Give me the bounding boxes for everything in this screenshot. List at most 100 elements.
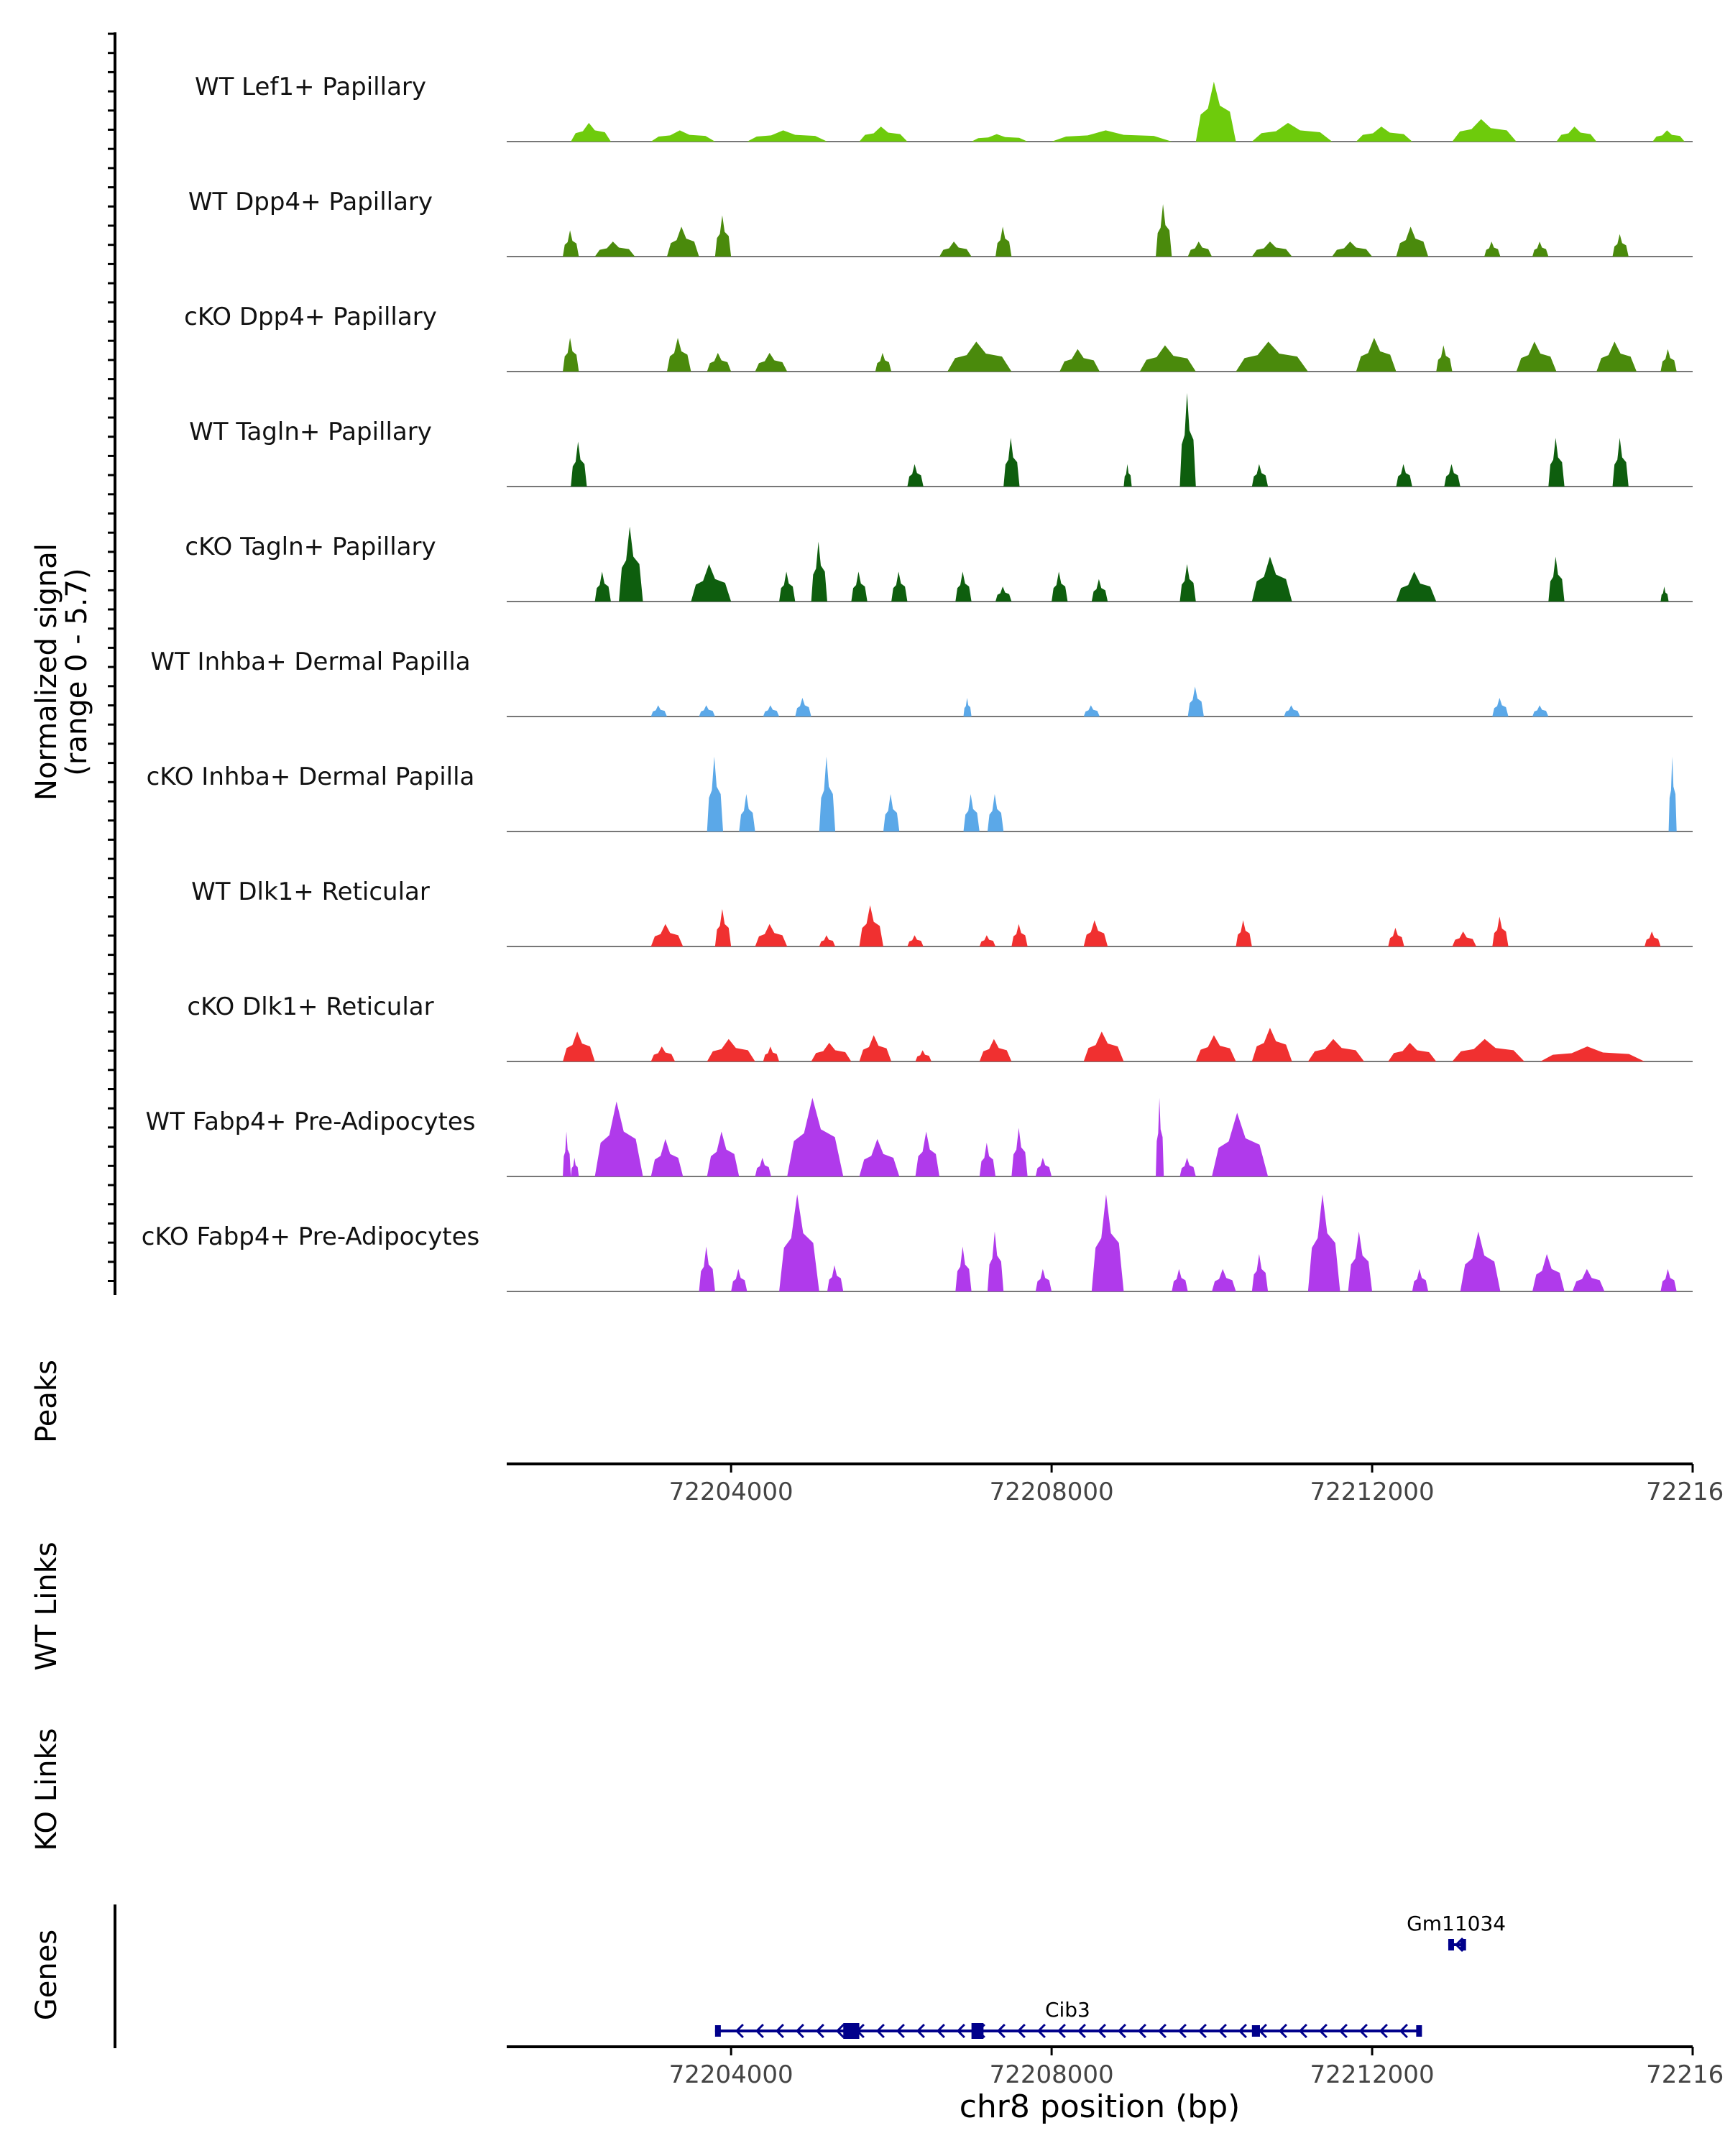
coverage-peak bbox=[859, 1035, 892, 1061]
coverage-peak bbox=[1532, 705, 1549, 717]
coverage-peak bbox=[1412, 1268, 1429, 1291]
track-label: cKO Fabp4+ Pre-Adipocytes bbox=[142, 1222, 480, 1251]
coverage-peak bbox=[699, 1246, 715, 1291]
coverage-peak bbox=[1236, 920, 1252, 946]
coverage-peak bbox=[1236, 341, 1308, 372]
coverage-peak bbox=[1356, 338, 1397, 372]
coverage-peak bbox=[1179, 1157, 1196, 1176]
coverage-peak bbox=[619, 526, 643, 602]
coverage-peak bbox=[594, 241, 635, 257]
coverage-peak bbox=[1660, 1268, 1677, 1291]
coverage-peak bbox=[1011, 923, 1028, 946]
coverage-peak bbox=[1532, 241, 1549, 257]
track-label: cKO Inhba+ Dermal Papilla bbox=[147, 763, 475, 791]
coverage-peak bbox=[1556, 126, 1597, 142]
gene-exon bbox=[971, 2023, 984, 2039]
gene-model: Cib3 bbox=[714, 1998, 1422, 2039]
coverage-tracks: WT Lef1+ Papillary WT Dpp4+ Papillary cKO … bbox=[142, 73, 1693, 1292]
coverage-peak bbox=[811, 541, 827, 602]
coverage-peak bbox=[707, 756, 724, 831]
coverage-track: WT Dpp4+ Papillary bbox=[188, 188, 1693, 257]
coverage-track: WT Fabp4+ Pre-Adipocytes bbox=[146, 1097, 1693, 1177]
track-label: WT Inhba+ Dermal Papilla bbox=[150, 648, 470, 676]
gene-strand-arrow bbox=[815, 2023, 824, 2039]
track-label: cKO Dlk1+ Reticular bbox=[187, 992, 433, 1021]
wt-links-panel-label: WT Links bbox=[30, 1542, 63, 1670]
coverage-peak bbox=[666, 338, 691, 372]
gene-exon bbox=[1416, 2025, 1422, 2037]
coverage-peak bbox=[1251, 122, 1333, 142]
gene-label: Gm11034 bbox=[1407, 1912, 1506, 1935]
track-label: WT Tagln+ Papillary bbox=[189, 418, 432, 446]
x-axis-genes: 72204000 72208000 72212000 722160 bbox=[507, 2045, 1725, 2089]
gene-strand-arrow bbox=[1358, 2023, 1368, 2039]
coverage-track: WT Dlk1+ Reticular bbox=[191, 877, 1693, 947]
coverage-peak bbox=[650, 705, 667, 717]
gene-strand-arrow bbox=[1218, 2023, 1227, 2039]
gene-strand-arrow bbox=[1157, 2023, 1167, 2039]
coverage-track: cKO Dpp4+ Papillary bbox=[184, 303, 1693, 372]
coverage-peak bbox=[819, 935, 836, 946]
coverage-track: WT Lef1+ Papillary bbox=[195, 73, 1693, 142]
x-tick-label: 722160 bbox=[1646, 1478, 1725, 1506]
track-label: WT Lef1+ Papillary bbox=[195, 73, 426, 101]
coverage-peak bbox=[915, 1131, 940, 1176]
coverage-peak bbox=[1492, 916, 1509, 946]
track-label: WT Fabp4+ Pre-Adipocytes bbox=[146, 1107, 476, 1136]
coverage-track: cKO Inhba+ Dermal Papilla bbox=[147, 756, 1693, 832]
x-axis-title: chr8 position (bp) bbox=[960, 2088, 1241, 2125]
coverage-peak bbox=[787, 1097, 844, 1176]
gene-strand-arrow bbox=[1238, 2023, 1247, 2039]
coverage-peak bbox=[987, 1231, 1004, 1291]
coverage-peak bbox=[571, 441, 587, 487]
coverage-peak bbox=[1187, 686, 1204, 717]
coverage-peak bbox=[1396, 464, 1412, 487]
coverage-peak bbox=[939, 241, 972, 257]
coverage-peak bbox=[947, 341, 1012, 372]
coverage-peak bbox=[979, 1143, 996, 1176]
coverage-peak bbox=[739, 793, 755, 831]
coverage-peak bbox=[1212, 1112, 1269, 1176]
ko-links-panel-label: KO Links bbox=[30, 1728, 63, 1851]
coverage-peak bbox=[1052, 571, 1068, 602]
coverage-peak bbox=[1548, 556, 1565, 602]
track-label: cKO Dpp4+ Papillary bbox=[184, 303, 437, 331]
track-label: cKO Tagln+ Papillary bbox=[185, 533, 436, 561]
coverage-peak bbox=[1572, 1268, 1605, 1291]
coverage-peak bbox=[1251, 556, 1292, 602]
coverage-peak bbox=[650, 1138, 684, 1176]
coverage-peak bbox=[1460, 1231, 1501, 1291]
coverage-peak bbox=[1195, 81, 1236, 142]
coverage-peak bbox=[995, 226, 1012, 257]
coverage-peak bbox=[1436, 345, 1453, 372]
coverage-peak bbox=[779, 1194, 819, 1291]
coverage-peak bbox=[819, 756, 836, 831]
coverage-peak bbox=[1356, 126, 1412, 142]
coverage-peak bbox=[1396, 226, 1429, 257]
coverage-peak bbox=[571, 122, 611, 142]
coverage-peak bbox=[1516, 341, 1557, 372]
x-tick-label: 72208000 bbox=[990, 1478, 1114, 1506]
coverage-peak bbox=[763, 1046, 780, 1061]
coverage-peak bbox=[915, 1050, 932, 1061]
x-tick-label: 72204000 bbox=[669, 1478, 794, 1506]
coverage-peak bbox=[650, 130, 715, 142]
coverage-peak bbox=[563, 1031, 595, 1061]
coverage-peak bbox=[1139, 345, 1196, 372]
coverage-peak bbox=[1612, 438, 1629, 487]
x-tick-label: 72208000 bbox=[990, 2060, 1114, 2089]
genes-panel-label: Genes bbox=[30, 1930, 63, 2020]
gene-strand-arrow bbox=[755, 2023, 764, 2039]
coverage-peak bbox=[707, 1038, 755, 1061]
gene-strand-arrow bbox=[896, 2023, 905, 2039]
coverage-peak bbox=[1644, 931, 1661, 946]
coverage-peak bbox=[1332, 241, 1373, 257]
coverage-track: cKO Tagln+ Papillary bbox=[185, 526, 1693, 602]
coverage-peak bbox=[1251, 1253, 1269, 1291]
gene-exon bbox=[1448, 1939, 1454, 1950]
coverage-track: WT Inhba+ Dermal Papilla bbox=[150, 648, 1693, 717]
gene-strand-arrow bbox=[1177, 2023, 1187, 2039]
coverage-peak bbox=[1596, 341, 1637, 372]
gene-annotations: Cib3 Gm11034 bbox=[714, 1912, 1506, 2039]
coverage-peak bbox=[827, 1265, 844, 1291]
